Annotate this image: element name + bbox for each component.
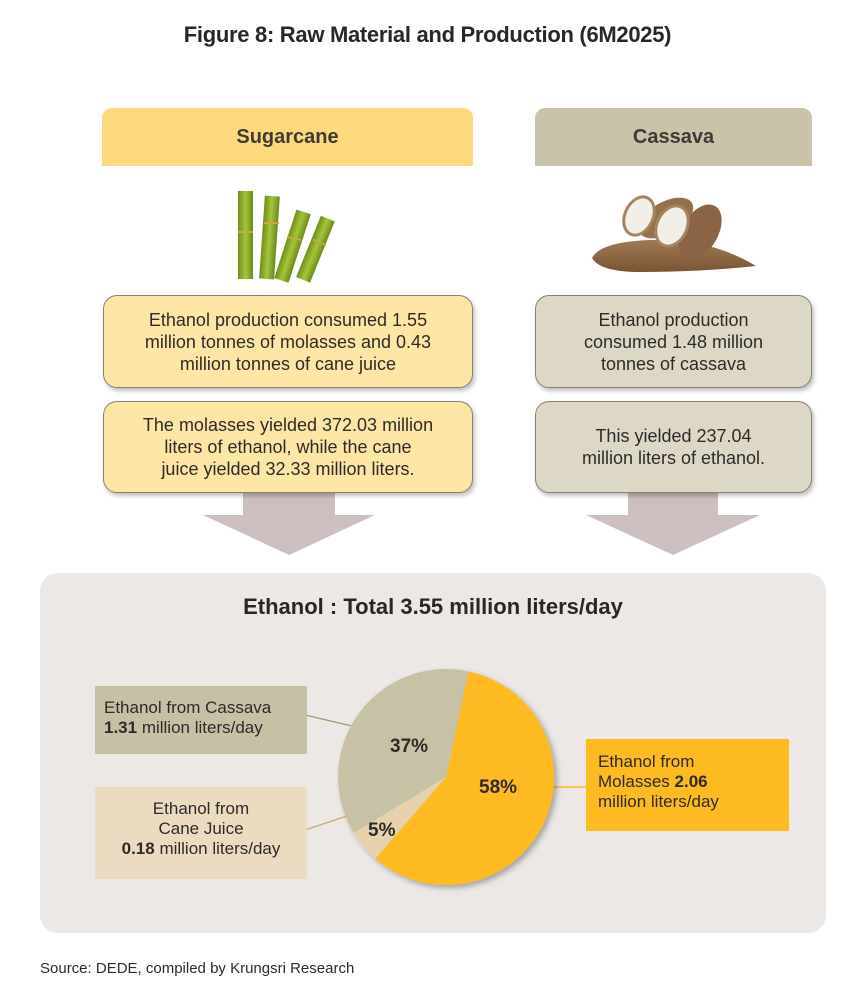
callout-line: Cane Juice [158,819,244,838]
callout-value: 0.18 [121,839,155,858]
cane-juice-callout: Ethanol from Cane Juice 0.18 million lit… [95,787,307,879]
callout-unit: million liters/day [154,839,281,858]
text-line: juice yielded 32.33 million liters. [161,459,415,479]
text-line: tonnes of cassava [600,353,747,374]
text-line: This yielded 237.04 [595,426,752,446]
callout-line: Ethanol from [152,799,250,818]
text-line: million tonnes of cane juice [179,353,397,374]
sugarcane-consumption-box: Ethanol production consumed 1.55 million… [103,295,473,388]
sugarcane-down-arrow [203,493,375,555]
pie-label-molasses: 58% [479,777,517,798]
cassava-yield-box: This yielded 237.04 million liters of et… [535,401,812,493]
pie-slice-cane-juice [353,777,446,859]
cassava-image [592,195,756,272]
molasses-callout: Ethanol from Molasses 2.06 million liter… [586,739,789,831]
callout-line: Ethanol from [598,752,695,771]
callout-unit: million liters/day [137,718,263,737]
callout-line: million liters/day [598,792,719,811]
text-line: liters of ethanol, while the cane [164,437,412,457]
callout-line: Ethanol from Cassava [104,698,272,717]
text-line: million tonnes of molasses and 0.43 [144,331,432,352]
text-line: Ethanol production [598,309,749,330]
source-note: Source: DEDE, compiled by Krungsri Resea… [40,960,355,977]
cassava-callout: Ethanol from Cassava 1.31 million liters… [95,686,307,754]
callout-line: Molasses [598,772,675,791]
cassava-header: Cassava [535,108,812,166]
sugarcane-image [238,191,335,283]
pie-slice-cassava [338,669,469,833]
sugarcane-header: Sugarcane [102,108,473,166]
callout-value: 2.06 [674,772,708,791]
text-line: The molasses yielded 372.03 million [142,415,434,435]
text-line: million liters of ethanol. [581,448,766,468]
pie-label-cane-juice: 5% [368,820,396,841]
callout-value: 1.31 [104,718,138,737]
sugarcane-yield-box: The molasses yielded 372.03 million lite… [103,401,473,493]
cassava-down-arrow [586,493,760,555]
cassava-consumption-box: Ethanol production consumed 1.48 million… [535,295,812,388]
pie-slice-molasses [375,671,555,886]
panel-title: Ethanol : Total 3.55 million liters/day [243,594,623,619]
figure-title: Figure 8: Raw Material and Production (6… [183,22,672,47]
pie-label-cassava: 37% [390,736,428,757]
text-line: Ethanol production consumed 1.55 [148,309,428,330]
text-line: consumed 1.48 million [583,331,764,352]
